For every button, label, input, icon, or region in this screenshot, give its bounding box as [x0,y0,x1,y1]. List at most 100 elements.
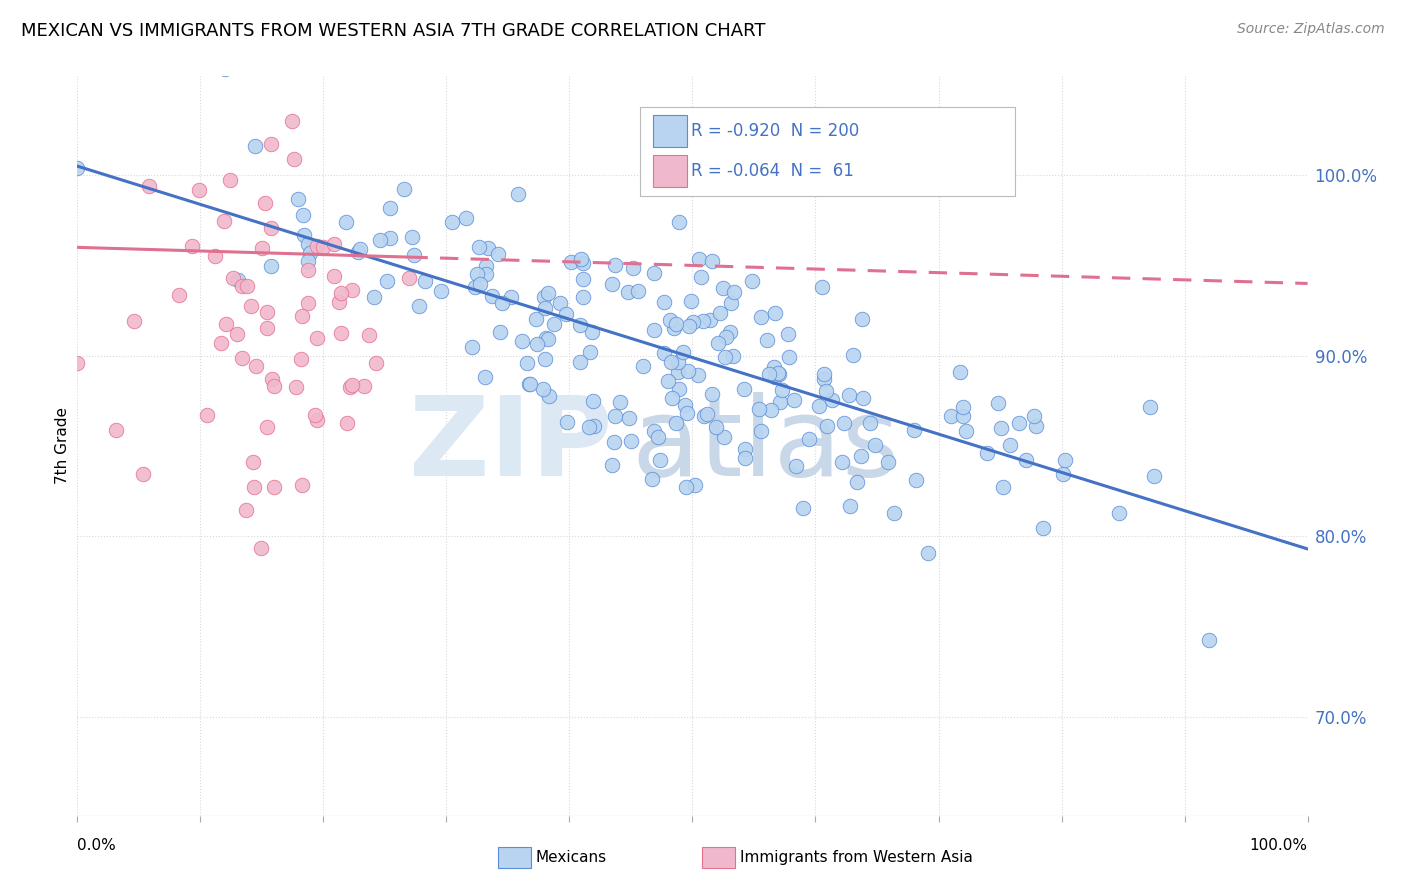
Point [322,269,344,284]
Point [413,274,436,288]
Point [716,330,738,344]
Point [105,423,128,437]
Point [675,480,697,494]
Point [842,348,865,362]
Point [571,290,593,304]
Point [477,241,499,255]
Point [253,196,276,211]
Point [733,382,755,396]
Point [486,247,509,261]
Point [534,352,557,367]
Point [603,435,626,450]
Point [605,258,627,272]
Point [721,350,744,364]
Point [489,325,512,339]
Point [955,424,977,438]
Point [368,233,391,247]
Point [526,337,548,351]
Point [259,221,281,235]
Point [917,545,939,559]
Point [291,309,314,323]
Point [263,480,285,494]
Point [291,478,314,492]
Point [683,478,706,492]
Point [668,215,690,229]
Point [665,318,688,332]
Point [536,285,558,300]
Point [555,415,578,429]
Point [693,409,716,423]
Point [603,409,626,423]
Point [226,326,249,341]
Point [347,245,370,260]
Point [228,272,250,286]
Point [661,391,683,405]
Point [464,280,486,294]
Point [195,408,218,422]
Point [340,378,363,392]
Point [281,114,304,128]
Point [474,369,496,384]
Point [138,179,160,194]
Point [579,345,602,359]
Point [991,480,1014,494]
Point [307,239,329,253]
Point [832,416,855,430]
Point [297,237,319,252]
Point [582,394,605,409]
Point [239,300,262,314]
Point [602,277,624,291]
Point [851,450,873,464]
Point [285,379,308,393]
Point [838,499,860,513]
Point [987,396,1010,410]
Point [581,326,603,340]
Point [668,382,690,396]
Point [905,473,928,487]
Point [600,458,623,472]
Point [1022,409,1045,424]
Point [813,367,835,381]
Point [297,253,319,268]
Point [543,317,565,331]
Point [762,359,785,374]
Point [763,306,786,320]
Point [681,294,703,309]
Point [643,266,665,280]
Point [707,335,730,350]
Point [555,307,578,321]
Point [652,346,675,360]
Point [720,296,742,310]
Point [214,62,236,77]
Point [474,267,496,281]
Text: ZIP: ZIP [409,392,613,500]
Point [298,246,321,260]
Point [262,372,284,386]
Point [810,280,832,294]
Point [569,252,592,266]
Point [292,208,315,222]
Point [340,283,363,297]
Point [741,274,763,288]
Point [673,398,696,412]
Point [430,284,453,298]
Point [676,364,699,378]
Point [831,455,853,469]
Point [260,259,283,273]
Point [650,452,672,467]
Point [219,173,242,187]
Point [863,438,886,452]
Point [1052,467,1074,482]
Point [250,541,273,556]
Point [792,500,814,515]
Point [755,333,778,347]
Point [770,383,793,397]
Point [785,458,807,473]
Point [524,311,547,326]
Point [290,351,312,366]
Point [659,354,682,368]
Point [517,376,540,391]
Point [307,331,329,345]
Point [401,230,423,244]
Point [66,356,89,370]
